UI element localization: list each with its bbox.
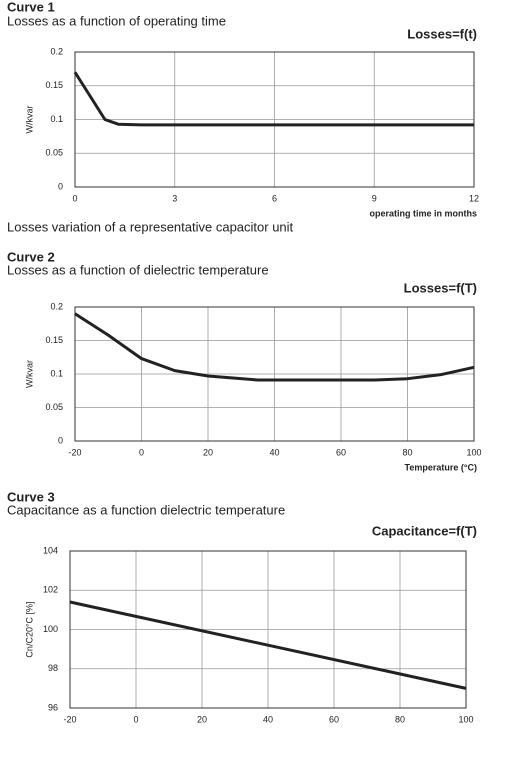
curve [74,312,475,382]
subtitle: Capacitance as a function dielectric tem… [7,502,285,517]
x-tick-label: 0 [72,193,77,203]
y-tick-label: 0.2 [50,301,63,311]
y-tick-label: 100 [43,624,58,634]
y-tick-label: 0.15 [45,335,63,345]
x-tick-label: 0 [139,447,144,457]
heading: Curve 3 [7,489,55,504]
y-tick-label: 96 [48,702,58,712]
caption: Losses variation of a representative cap… [7,219,294,234]
y-tick-label: 98 [48,663,58,673]
x-tick-label: 0 [133,714,138,724]
x-tick-label: 80 [395,714,405,724]
y-tick-label: 0.05 [45,148,63,158]
y-tick-label: 0 [58,435,63,445]
x-tick-label: 100 [458,714,473,724]
x-tick-label: 80 [402,447,412,457]
x-tick-label: 40 [263,714,273,724]
x-tick-label: 12 [469,193,479,203]
x-tick-label: 20 [197,714,207,724]
subtitle: Losses as a function of operating time [7,13,226,28]
y-tick-label: 0.05 [45,402,63,412]
plot-frame [69,550,467,709]
plot-frame [74,306,475,442]
y-axis-label: Cn/C20°C [%] [24,601,34,657]
y-tick-label: 102 [43,585,58,595]
curve [69,600,467,690]
y-tick-label: 0.2 [50,46,63,56]
x-tick-label: 6 [272,193,277,203]
y-tick-label: 0.15 [45,80,63,90]
chart-title: Losses=f(T) [404,280,477,295]
x-tick-label: -20 [63,714,76,724]
y-tick-label: 0.1 [50,114,63,124]
subtitle: Losses as a function of dielectric tempe… [7,262,269,277]
x-tick-label: 60 [336,447,346,457]
y-tick-label: 104 [43,545,58,555]
y-tick-label: 0 [58,181,63,191]
plot-frame [74,51,475,188]
x-tick-label: 40 [269,447,279,457]
x-tick-label: 100 [466,447,481,457]
chart-title: Losses=f(t) [407,26,477,41]
y-tick-label: 0.1 [50,368,63,378]
x-tick-label: 20 [203,447,213,457]
x-axis-label: Temperature (°C) [405,462,477,472]
x-tick-label: 9 [372,193,377,203]
x-tick-label: 60 [329,714,339,724]
chart-title: Capacitance=f(T) [372,523,477,538]
heading: Curve 1 [7,0,55,14]
y-axis-label: W/kvar [24,105,34,133]
x-tick-label: -20 [68,447,81,457]
y-axis-label: W/kvar [24,360,34,388]
heading: Curve 2 [7,249,55,264]
curve [73,71,474,127]
x-tick-label: 3 [172,193,177,203]
x-axis-label: operating time in months [369,208,477,218]
